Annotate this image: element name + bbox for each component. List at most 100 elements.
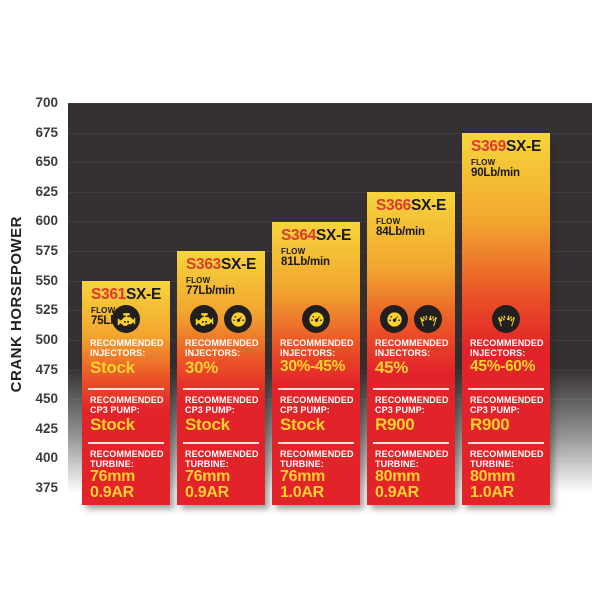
flow-block: FLOW 84Lb/min xyxy=(367,214,455,238)
flow-label: FLOW xyxy=(281,246,306,256)
y-tick-label: 700 xyxy=(35,95,58,110)
y-tick-label: 575 xyxy=(35,243,58,259)
bar-spec-block: RECOMMENDED INJECTORS: Stock RECOMMENDED… xyxy=(82,299,170,505)
y-tick-label: 650 xyxy=(35,154,58,170)
bar-spec-block: RECOMMENDED INJECTORS: 30% RECOMMENDED C… xyxy=(177,299,265,505)
y-tick-label: 475 xyxy=(35,361,58,377)
injectors-section: RECOMMENDED INJECTORS: Stock xyxy=(82,336,170,385)
turbine-size-value: 80mm xyxy=(375,468,421,486)
injectors-section: RECOMMENDED INJECTORS: 45%-60% xyxy=(462,336,550,385)
y-tick-label: 675 xyxy=(35,124,58,140)
model-suffix: SX-E xyxy=(506,137,541,155)
turbine-section: RECOMMENDED TURBINE: 76mm 0.9AR xyxy=(177,447,265,505)
gridline xyxy=(68,191,592,193)
turbine-label: RECOMMENDED TURBINE: xyxy=(470,449,544,470)
turbine-ar-value: 1.0AR xyxy=(470,484,514,502)
section-divider xyxy=(183,388,259,390)
turbine-ar-value: 1.0AR xyxy=(280,484,324,502)
section-divider xyxy=(88,442,164,444)
injectors-label: RECOMMENDED INJECTORS: xyxy=(90,338,164,359)
model-suffix: SX-E xyxy=(411,196,446,214)
section-divider xyxy=(278,388,354,390)
racing-flags-icon xyxy=(414,305,442,333)
engine-icon xyxy=(112,305,140,333)
injectors-label: RECOMMENDED INJECTORS: xyxy=(470,338,544,359)
injectors-label: RECOMMENDED INJECTORS: xyxy=(280,338,354,359)
turbine-label: RECOMMENDED TURBINE: xyxy=(375,449,449,470)
engine-icon xyxy=(190,305,218,333)
flow-label: FLOW xyxy=(186,276,211,286)
injectors-value: 30% xyxy=(185,358,219,378)
bar-model-title: S363SX-E xyxy=(177,251,265,273)
cp3-pump-section: RECOMMENDED CP3 PUMP: Stock xyxy=(82,393,170,439)
cp3-pump-section: RECOMMENDED CP3 PUMP: R900 xyxy=(367,393,455,439)
flow-block: FLOW 90Lb/min xyxy=(462,155,550,179)
turbine-section: RECOMMENDED TURBINE: 76mm 1.0AR xyxy=(272,447,360,505)
racing-flags-icon xyxy=(492,305,520,333)
model-prefix: S363 xyxy=(186,256,221,274)
gridline xyxy=(68,103,592,104)
turbine-section: RECOMMENDED TURBINE: 80mm 1.0AR xyxy=(462,447,550,505)
y-tick-label: 450 xyxy=(35,391,58,407)
turbine-ar-value: 0.9AR xyxy=(375,484,419,502)
flow-value: 90Lb/min xyxy=(471,166,520,179)
flow-label: FLOW xyxy=(376,217,401,227)
icon-badges xyxy=(272,299,360,333)
turbine-label: RECOMMENDED TURBINE: xyxy=(90,449,164,470)
y-axis-title: CRANK HORSEPOWER xyxy=(7,215,25,393)
turbine-size-value: 76mm xyxy=(90,468,136,486)
cp3-pump-value: Stock xyxy=(185,415,230,435)
injectors-section: RECOMMENDED INJECTORS: 30% xyxy=(177,336,265,385)
cp3-pump-value: Stock xyxy=(280,415,325,435)
bar-spec-block: RECOMMENDED INJECTORS: 45%-60% RECOMMEND… xyxy=(462,299,550,505)
icon-badges xyxy=(367,299,455,333)
bar-s364sx-e: S364SX-E FLOW 81Lb/min RECOMMENDED INJEC… xyxy=(272,221,360,505)
model-prefix: S361 xyxy=(91,285,126,303)
icon-badges xyxy=(82,299,170,333)
turbine-section: RECOMMENDED TURBINE: 76mm 0.9AR xyxy=(82,447,170,505)
flow-block: FLOW 77Lb/min xyxy=(177,273,265,297)
gauge-icon xyxy=(224,305,252,333)
turbine-size-value: 76mm xyxy=(280,468,326,486)
flow-value: 84Lb/min xyxy=(376,226,425,239)
model-prefix: S364 xyxy=(281,226,316,244)
bar-s363sx-e: S363SX-E FLOW 77Lb/min RECOMMENDED INJEC… xyxy=(177,251,265,505)
turbine-size-value: 80mm xyxy=(470,468,516,486)
icon-badges xyxy=(462,299,550,333)
cp3-pump-section: RECOMMENDED CP3 PUMP: R900 xyxy=(462,393,550,439)
injectors-section: RECOMMENDED INJECTORS: 45% xyxy=(367,336,455,385)
plot-area: S361SX-E FLOW 75Lb/min RECOMMENDED INJEC… xyxy=(68,103,592,505)
turbine-label: RECOMMENDED TURBINE: xyxy=(280,449,354,470)
injectors-label: RECOMMENDED INJECTORS: xyxy=(185,338,259,359)
cp3-pump-label: RECOMMENDED CP3 PUMP: xyxy=(280,395,354,416)
model-suffix: SX-E xyxy=(126,285,161,303)
section-divider xyxy=(468,388,544,390)
bar-model-title: S369SX-E xyxy=(462,133,550,155)
cp3-pump-value: R900 xyxy=(470,415,510,435)
model-prefix: S366 xyxy=(376,196,411,214)
y-axis: 700 675 650 625 600 575 550 525 500 475 450 425 400 3… xyxy=(24,96,58,505)
cp3-pump-section: RECOMMENDED CP3 PUMP: Stock xyxy=(177,393,265,439)
gridline xyxy=(68,132,592,134)
section-divider xyxy=(183,442,259,444)
turbine-ar-value: 0.9AR xyxy=(90,484,134,502)
y-tick-label: 400 xyxy=(35,450,58,466)
bar-s366sx-e: S366SX-E FLOW 84Lb/min RECOMMENDED INJEC… xyxy=(367,191,455,505)
section-divider xyxy=(88,388,164,390)
injectors-value: 30%-45% xyxy=(280,358,346,376)
y-tick-label: 550 xyxy=(35,272,58,288)
section-divider xyxy=(278,442,354,444)
y-tick-label: 600 xyxy=(35,213,58,229)
turbine-label: RECOMMENDED TURBINE: xyxy=(185,449,259,470)
cp3-pump-label: RECOMMENDED CP3 PUMP: xyxy=(185,395,259,416)
turbine-ar-value: 0.9AR xyxy=(185,484,229,502)
cp3-pump-value: R900 xyxy=(375,415,415,435)
icon-badges xyxy=(177,299,265,333)
model-prefix: S369 xyxy=(471,137,506,155)
bar-s369sx-e: S369SX-E FLOW 90Lb/min RECOMMENDED INJEC… xyxy=(462,132,550,505)
section-divider xyxy=(373,442,449,444)
y-tick-label: 500 xyxy=(35,331,58,347)
flow-label: FLOW xyxy=(471,157,496,167)
flow-block: FLOW 81Lb/min xyxy=(272,244,360,268)
